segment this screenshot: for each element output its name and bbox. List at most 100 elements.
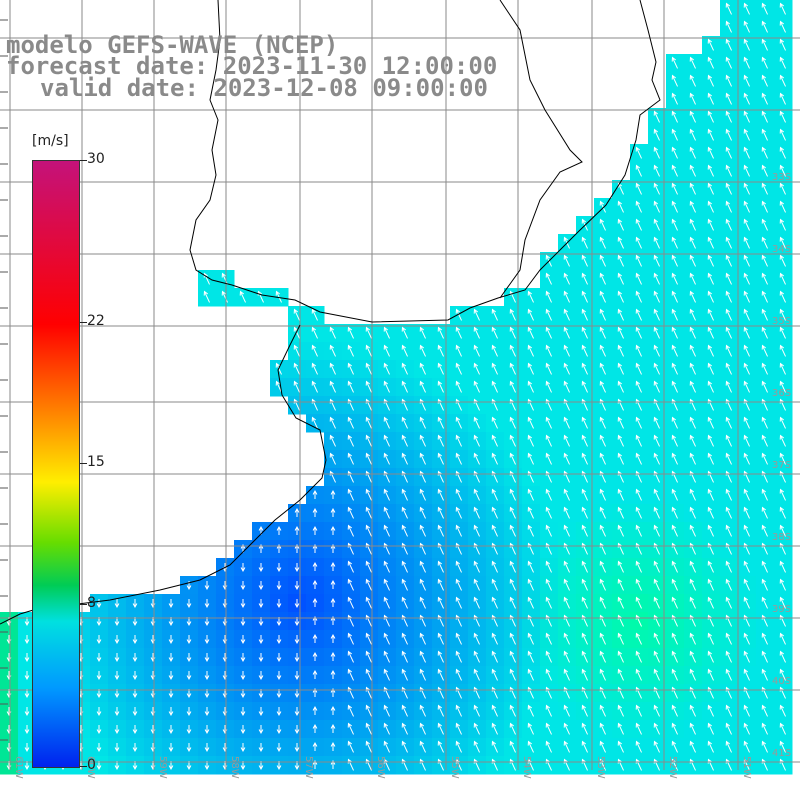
wind-arrow (653, 164, 660, 177)
wind-arrow (761, 38, 768, 51)
wind-arrow (365, 668, 372, 681)
wind-arrow (779, 326, 786, 339)
wind-arrow (761, 722, 768, 735)
wind-arrow (455, 326, 462, 339)
wind-arrow (689, 596, 696, 609)
wind-arrow (779, 146, 786, 159)
wind-arrow (581, 578, 588, 591)
wind-arrow (617, 668, 624, 681)
wind-arrow (437, 434, 444, 447)
wind-arrow (581, 596, 588, 609)
wind-arrow (725, 146, 732, 159)
wind-arrow (581, 704, 588, 717)
wind-arrow (707, 128, 714, 141)
wind-arrow (24, 635, 30, 645)
wind-arrow (743, 722, 750, 735)
wind-arrow (653, 110, 660, 123)
wind-arrow (599, 416, 606, 429)
wind-arrow (330, 579, 336, 589)
wind-arrow (599, 200, 606, 213)
wind-arrow (96, 725, 102, 735)
wind-arrow (365, 650, 372, 663)
wind-arrow (563, 704, 570, 717)
wind-arrow (725, 668, 732, 681)
wind-arrow (635, 344, 642, 357)
wind-arrow (689, 290, 696, 303)
wind-arrow (455, 344, 462, 357)
wind-arrow (401, 722, 408, 735)
wind-arrow (419, 380, 426, 393)
wind-arrow (312, 651, 318, 661)
wind-arrow (761, 596, 768, 609)
wind-arrow (761, 452, 768, 465)
wind-arrow (635, 668, 642, 681)
wind-arrow (330, 489, 336, 499)
wind-arrow (671, 272, 678, 285)
wind-arrow (743, 632, 750, 645)
wind-arrow (581, 236, 588, 249)
wind-arrow (599, 488, 606, 501)
wind-arrow (132, 743, 138, 753)
wind-arrow (240, 635, 246, 645)
wind-arrow (186, 599, 192, 609)
wind-arrow (276, 671, 282, 681)
wind-arrow (473, 704, 480, 717)
wind-arrow (347, 452, 354, 465)
wind-arrow (347, 560, 354, 573)
wind-arrow (168, 707, 174, 717)
wind-arrow (653, 236, 660, 249)
wind-arrow (365, 416, 372, 429)
wind-arrow (473, 362, 480, 375)
lat-label: 39S (772, 604, 791, 615)
wind-arrow (437, 380, 444, 393)
lat-label: 35S (772, 316, 791, 327)
wind-arrow (599, 380, 606, 393)
colorbar-tick-mark (80, 321, 87, 323)
wind-arrow (671, 380, 678, 393)
wind-arrow (599, 236, 606, 249)
lat-label: 33S (772, 172, 791, 183)
wind-arrow (761, 506, 768, 519)
wind-arrow (473, 326, 480, 339)
wind-arrow (491, 434, 498, 447)
wind-arrow (707, 668, 714, 681)
wind-arrow (653, 218, 660, 231)
wind-arrow (779, 20, 786, 33)
lat-label: 38S (772, 532, 791, 543)
wind-arrow (635, 578, 642, 591)
wind-arrow (707, 362, 714, 375)
wind-arrow (689, 668, 696, 681)
wind-arrow (653, 578, 660, 591)
wind-arrow (204, 635, 210, 645)
wind-arrow (419, 506, 426, 519)
wind-arrow (294, 653, 300, 663)
wind-arrow (671, 650, 678, 663)
wind-arrow (347, 668, 354, 681)
wind-arrow (473, 344, 480, 357)
wind-arrow (527, 290, 534, 303)
wind-arrow (653, 362, 660, 375)
wind-arrow (329, 380, 336, 393)
wind-arrow (330, 507, 336, 517)
wind-arrow (707, 416, 714, 429)
wind-arrow (671, 596, 678, 609)
wind-arrow (509, 668, 516, 681)
lat-label: 40S (772, 676, 791, 687)
wind-arrow (401, 560, 408, 573)
wind-arrow (743, 596, 750, 609)
wind-arrow (365, 740, 372, 753)
wind-arrow (617, 596, 624, 609)
wind-arrow (132, 671, 138, 681)
wind-arrow (168, 635, 174, 645)
wind-arrow (617, 344, 624, 357)
wind-arrow (186, 635, 192, 645)
wind-arrow (671, 200, 678, 213)
wind-arrow (545, 524, 552, 537)
wind-arrow (653, 506, 660, 519)
wind-arrow (779, 488, 786, 501)
wind-arrow (545, 632, 552, 645)
wind-arrow (330, 669, 336, 679)
wind-arrow (455, 704, 462, 717)
wind-arrow (347, 380, 354, 393)
wind-arrow (365, 524, 372, 537)
